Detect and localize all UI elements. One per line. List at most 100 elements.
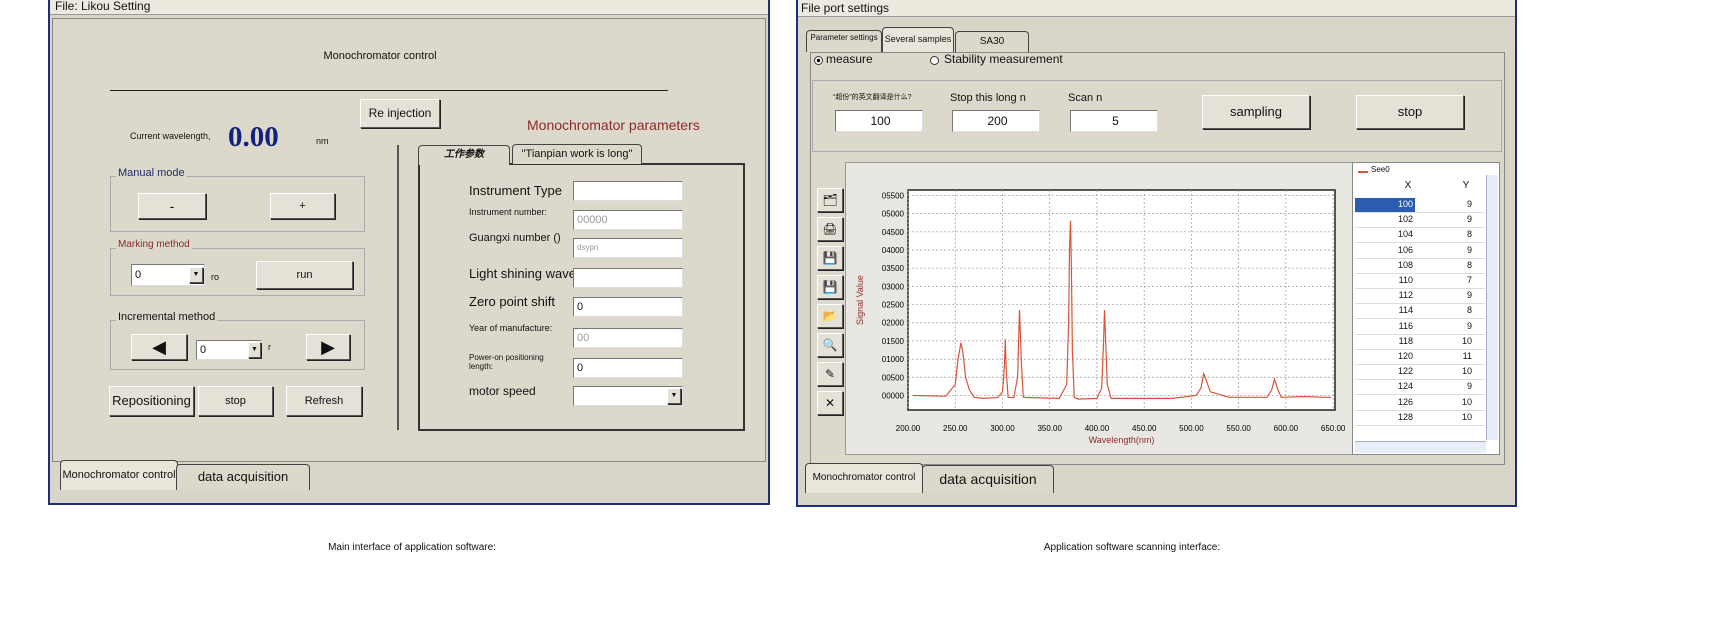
- unit: ro: [211, 272, 220, 282]
- button[interactable]: -: [138, 193, 206, 219]
- text-input[interactable]: 0: [573, 358, 683, 378]
- unit: r: [268, 342, 271, 352]
- field-label: Instrument Type: [469, 183, 562, 198]
- toolbar-button[interactable]: 🖨: [817, 217, 843, 241]
- tab[interactable]: Several samples: [882, 27, 954, 52]
- table-cell: 9: [1466, 290, 1472, 301]
- table-cell: 10: [1461, 396, 1472, 407]
- arrow-left-button[interactable]: ◀: [131, 334, 187, 360]
- button[interactable]: Refresh: [286, 386, 362, 416]
- table-cell: 116: [1398, 320, 1413, 331]
- select[interactable]: 0: [131, 264, 205, 286]
- select[interactable]: 0: [196, 340, 262, 360]
- radio[interactable]: [814, 56, 823, 65]
- run-button[interactable]: run: [256, 261, 353, 289]
- text-input[interactable]: [573, 181, 683, 201]
- select[interactable]: [573, 386, 683, 406]
- table-cell: 118: [1398, 335, 1413, 346]
- x-tick-label: 650.00: [1321, 424, 1346, 433]
- tab[interactable]: data acquisition: [176, 464, 310, 490]
- toolbar-button[interactable]: 💾: [817, 246, 843, 270]
- text-input[interactable]: 0: [573, 297, 683, 317]
- group: [812, 80, 1502, 152]
- table-cell: 10: [1461, 335, 1472, 346]
- table-cell: 108: [1397, 259, 1413, 270]
- y-tick-label: 00000: [882, 391, 905, 400]
- table-cell: 8: [1466, 259, 1472, 270]
- arrow-right-button[interactable]: ▶: [306, 334, 350, 360]
- row-rule: [1355, 303, 1485, 305]
- text-input[interactable]: 5: [1070, 110, 1158, 132]
- table-cell: 124: [1397, 381, 1413, 392]
- table-cell: 10: [1461, 411, 1472, 422]
- select-arrow[interactable]: ▼: [667, 388, 681, 404]
- tab[interactable]: Monochromator control: [805, 463, 923, 493]
- legend-label: See0: [1371, 165, 1390, 174]
- row-rule: [1355, 288, 1485, 289]
- y-axis-label: Signal Value: [855, 275, 865, 325]
- wavelength-value: 0.00: [228, 121, 279, 153]
- select-arrow[interactable]: ▼: [248, 342, 261, 358]
- x-tick-label: 250.00: [943, 424, 968, 433]
- x-tick-label: 200.00: [896, 424, 921, 433]
- tab[interactable]: data acquisition: [922, 465, 1054, 493]
- field-label: Power-on positioning length:: [469, 353, 544, 371]
- text-input[interactable]: 00000: [573, 210, 683, 230]
- tab[interactable]: SA30: [955, 31, 1029, 52]
- select-arrow[interactable]: ▼: [189, 267, 203, 283]
- button[interactable]: +: [270, 193, 335, 219]
- button[interactable]: stop: [198, 386, 273, 416]
- text-input[interactable]: 200: [952, 110, 1040, 132]
- group: [110, 320, 365, 370]
- toolbar-button[interactable]: ✕: [817, 391, 843, 415]
- x-axis-label: Wavelength(nm): [1089, 435, 1155, 445]
- button[interactable]: stop: [1356, 95, 1464, 129]
- toolbar-button[interactable]: 📂: [817, 304, 843, 328]
- table-cell: 110: [1398, 275, 1413, 285]
- scrollbar[interactable]: [1486, 175, 1498, 440]
- radio-label: Stability measurement: [944, 52, 1063, 66]
- tab[interactable]: 工作参数: [418, 145, 510, 165]
- group: [110, 248, 365, 296]
- text-input[interactable]: 100: [835, 110, 923, 132]
- toolbar-button[interactable]: 🗂: [817, 188, 843, 212]
- table-cell: 126: [1397, 396, 1413, 407]
- column-header: X: [1404, 180, 1412, 191]
- group-label: Manual mode: [116, 167, 187, 181]
- button[interactable]: Repositioning: [109, 386, 194, 416]
- table-cell: 9: [1466, 199, 1472, 209]
- radio[interactable]: [930, 56, 939, 65]
- window-title: File: Likou Setting: [55, 0, 151, 13]
- table-cell: 106: [1397, 244, 1413, 255]
- table-cell: 9: [1466, 320, 1472, 331]
- tab[interactable]: "Tianpian work is long": [512, 144, 642, 164]
- toolbar-button[interactable]: ✎: [817, 362, 843, 386]
- row-rule: [1355, 379, 1485, 381]
- text-input[interactable]: dsypn: [573, 238, 683, 258]
- y-tick-label: 02000: [882, 319, 905, 328]
- toolbar-button[interactable]: 🔍: [817, 333, 843, 357]
- row-rule: [1355, 394, 1485, 396]
- table-cell: 100: [1397, 199, 1413, 209]
- tab[interactable]: Monochromator control: [60, 460, 178, 490]
- row-rule: [1355, 318, 1485, 320]
- reinject-button[interactable]: Re injection: [360, 99, 440, 128]
- field-label: Zero point shift: [469, 294, 555, 309]
- scrollbar[interactable]: [1355, 441, 1486, 453]
- caption: Main interface of application software:: [328, 542, 496, 553]
- radio-label: measure: [826, 52, 873, 66]
- text-input[interactable]: [573, 268, 683, 288]
- x-tick-label: 550.00: [1226, 424, 1251, 433]
- y-tick-label: 04500: [882, 228, 905, 237]
- field-label: “超份”的英文翻译是什么?: [833, 94, 912, 101]
- tab[interactable]: Parameter settings: [806, 30, 882, 52]
- table-cell: 8: [1466, 229, 1472, 240]
- x-tick-label: 500.00: [1179, 424, 1204, 433]
- row-rule: [1355, 227, 1485, 229]
- button[interactable]: sampling: [1202, 95, 1310, 129]
- text-input[interactable]: 00: [573, 328, 683, 348]
- x-tick-label: 400.00: [1085, 424, 1110, 433]
- toolbar-button[interactable]: 💾: [817, 275, 843, 299]
- row-rule: [1355, 272, 1485, 274]
- params-title: Monochromator parameters: [527, 117, 700, 133]
